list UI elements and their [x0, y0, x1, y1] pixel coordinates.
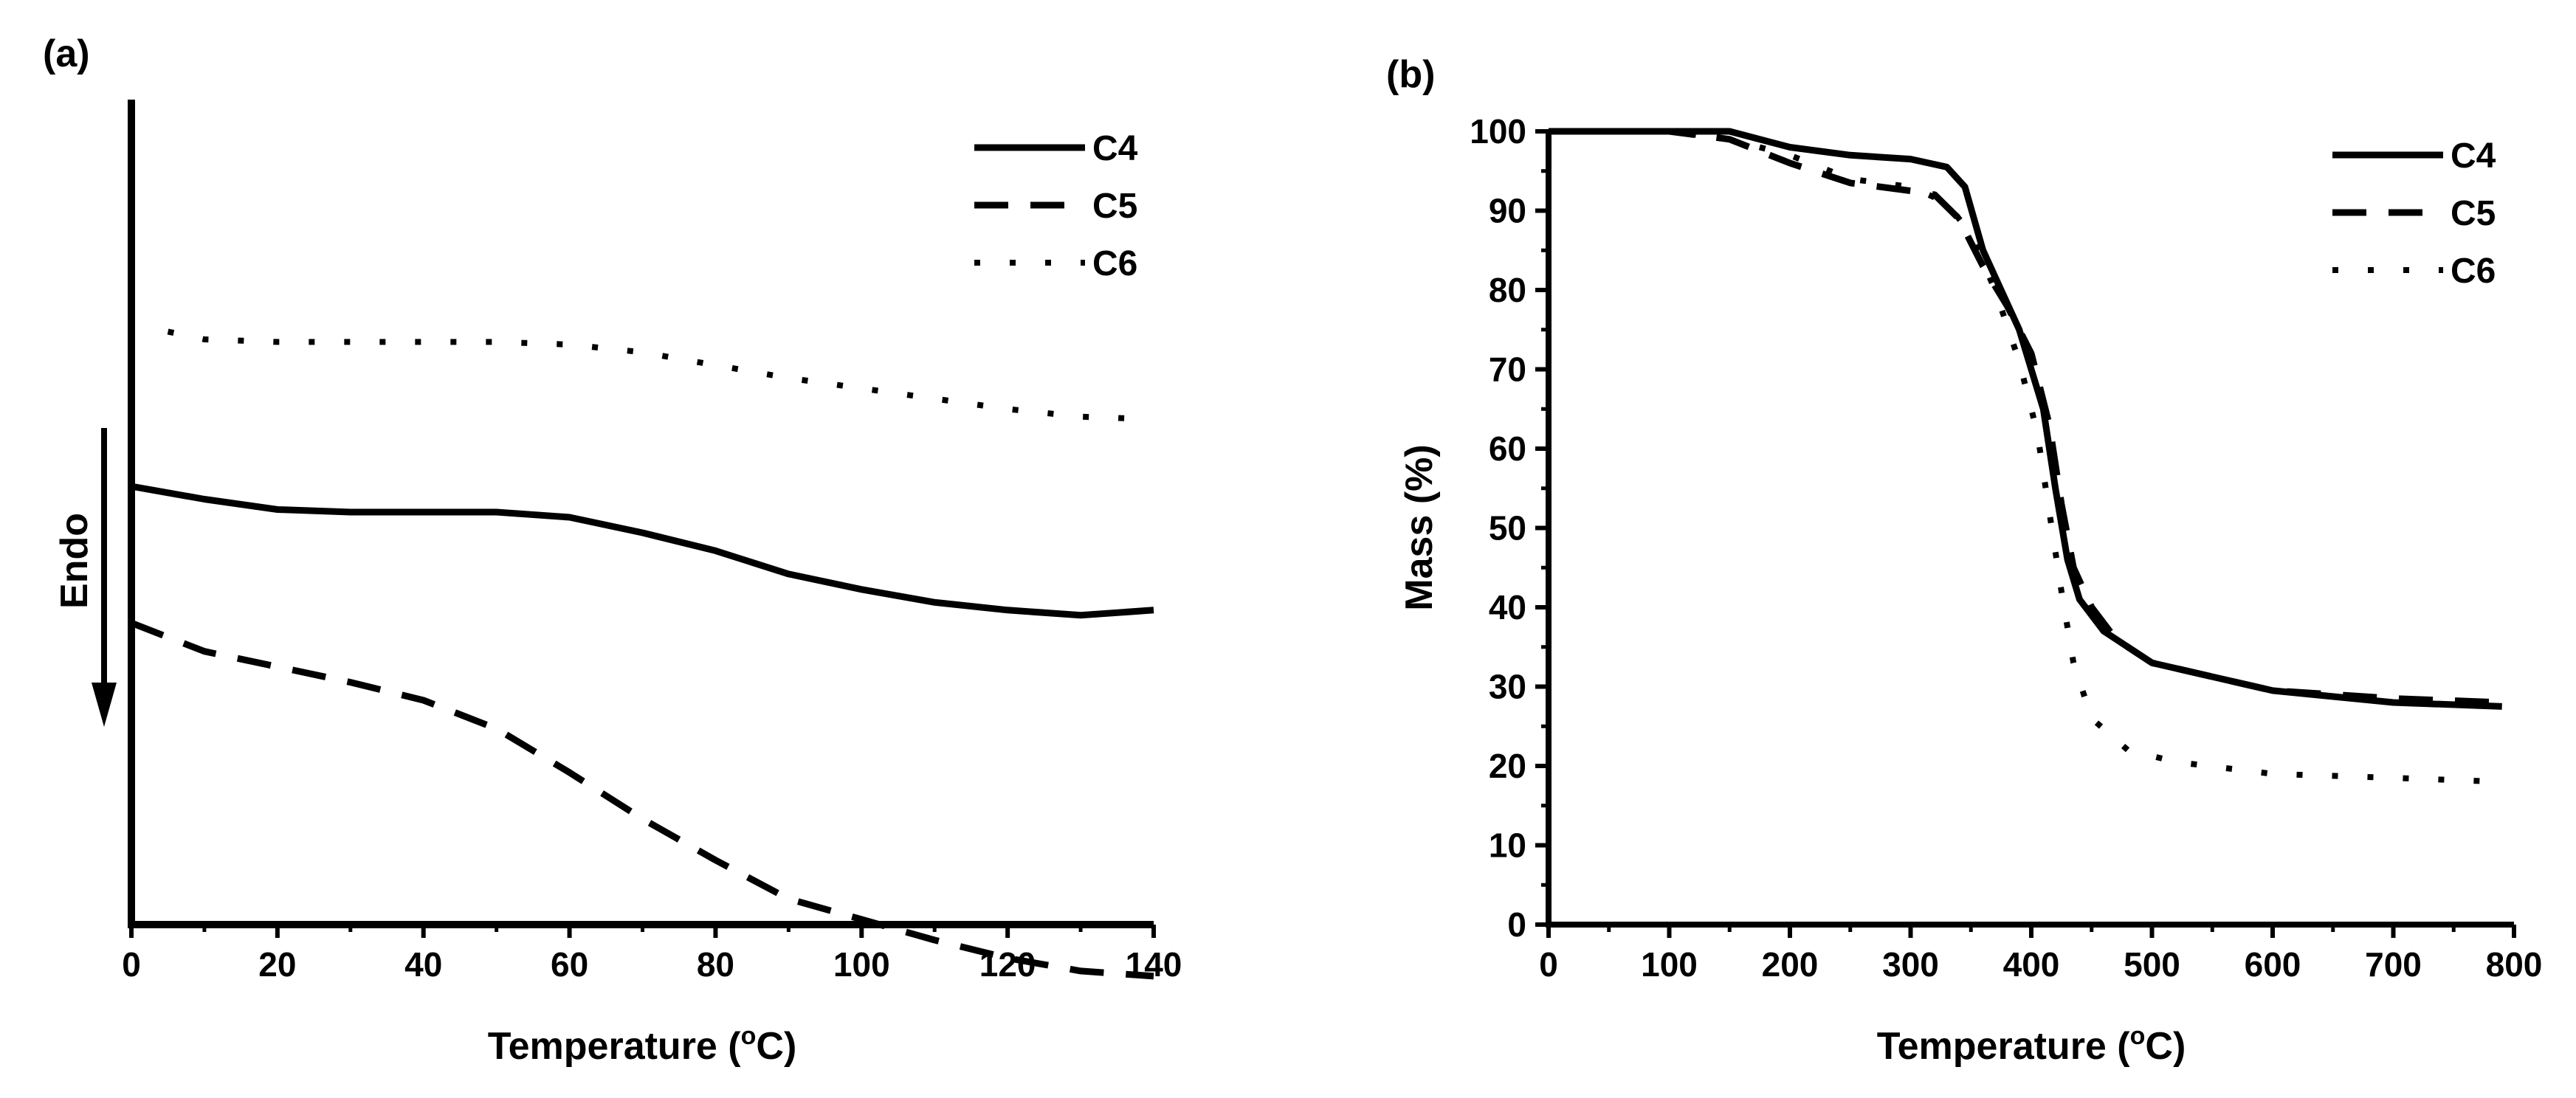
- series-line-c6: [1549, 128, 2502, 785]
- x-tick-label: 400: [2003, 945, 2060, 984]
- x-tick-label: 0: [122, 945, 141, 984]
- y-tick-label: 100: [1470, 112, 1526, 151]
- x-tick-label: 200: [1762, 945, 1819, 984]
- y-tick-label: 10: [1489, 826, 1526, 865]
- endo-arrow-head: [92, 683, 117, 727]
- legend-label-c4: C4: [1092, 129, 1138, 168]
- y-tick-label: 80: [1489, 271, 1526, 309]
- legend-label-c5: C5: [2451, 194, 2496, 233]
- legend-label-c4: C4: [2451, 137, 2496, 176]
- x-tick-label: 500: [2124, 945, 2180, 984]
- panel-b-label: (b): [1386, 53, 1435, 96]
- legend-label-c6: C6: [1092, 244, 1137, 283]
- panel-b-x-label: Temperature (oC): [1877, 1022, 2186, 1068]
- y-tick-label: 60: [1489, 429, 1526, 468]
- x-tick-label: 800: [2486, 945, 2543, 984]
- x-tick-label: 20: [258, 945, 296, 984]
- panel-a: (a) Endo 0 20 40 60 80 100 120 140 Temperature …: [43, 32, 1182, 1068]
- panel-a-series: [130, 328, 1154, 980]
- legend-label-c6: C6: [2451, 252, 2496, 291]
- x-tick-label: 300: [1882, 945, 1939, 984]
- panel-b-y-label: Mass (%): [1398, 444, 1441, 610]
- panel-b: (b) 0 10 20 30 40 50 60 70 80 90 100 0 100 200 300 400…: [1386, 53, 2542, 1068]
- series-line-c6: [167, 328, 1154, 423]
- y-tick-label: 50: [1489, 509, 1526, 548]
- panel-a-label: (a): [43, 32, 90, 75]
- panel-a-legend: C4 C5 C6: [974, 129, 1138, 283]
- panel-b-series: [1549, 128, 2502, 785]
- y-tick-label: 40: [1489, 588, 1526, 626]
- x-tick-label: 60: [551, 945, 588, 984]
- x-tick-label: 700: [2365, 945, 2422, 984]
- series-line-c4: [131, 483, 1154, 619]
- panel-b-x-ticks: 0 100 200 300 400 500 600 700 800: [1539, 925, 2542, 984]
- panel-a-x-label: Temperature (oC): [488, 1022, 797, 1068]
- panel-b-legend: C4 C5 C6: [2332, 137, 2496, 291]
- x-tick-label: 100: [833, 945, 890, 984]
- y-tick-label: 0: [1507, 905, 1526, 944]
- panel-b-y-ticks: 0 10 20 30 40 50 60 70 80 90 100: [1470, 112, 1549, 944]
- x-tick-label: 600: [2245, 945, 2301, 984]
- series-line-c5: [1549, 128, 2502, 706]
- y-tick-label: 90: [1489, 192, 1526, 230]
- series-line-c4: [1549, 128, 2502, 710]
- y-tick-label: 30: [1489, 668, 1526, 706]
- x-tick-label: 80: [697, 945, 734, 984]
- x-tick-label: 0: [1539, 945, 1558, 984]
- x-tick-label: 100: [1641, 945, 1698, 984]
- panel-a-x-ticks: 0 20 40 60 80 100 120 140: [122, 925, 1182, 984]
- y-tick-label: 70: [1489, 351, 1526, 389]
- legend-label-c5: C5: [1092, 187, 1137, 226]
- series-line-c5: [130, 620, 1154, 980]
- x-tick-label: 40: [404, 945, 442, 984]
- panel-a-y-label: Endo: [53, 513, 96, 609]
- y-tick-label: 20: [1489, 747, 1526, 785]
